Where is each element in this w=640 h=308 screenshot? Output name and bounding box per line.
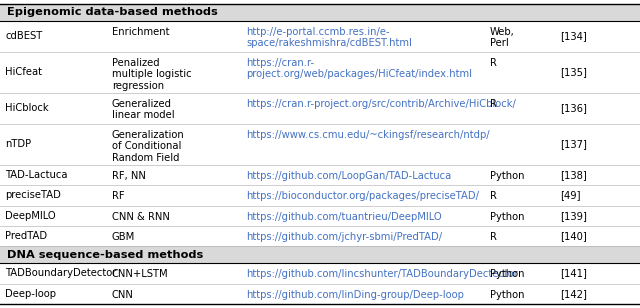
Text: GBM: GBM bbox=[112, 232, 135, 242]
Text: Generalized
linear model: Generalized linear model bbox=[112, 99, 175, 120]
Bar bbox=[0, 4, 640, 21]
Text: CNN & RNN: CNN & RNN bbox=[112, 212, 170, 222]
Text: Enrichment: Enrichment bbox=[112, 27, 170, 37]
Text: [139]: [139] bbox=[560, 211, 587, 221]
Text: RF: RF bbox=[112, 191, 125, 201]
Text: https://bioconductor.org/packages/preciseTAD/: https://bioconductor.org/packages/precis… bbox=[246, 191, 479, 201]
Text: TAD-Lactuca: TAD-Lactuca bbox=[5, 170, 68, 180]
Text: Epigenomic data-based methods: Epigenomic data-based methods bbox=[7, 7, 218, 17]
Text: TADBoundaryDetector: TADBoundaryDetector bbox=[5, 268, 116, 278]
Text: DeepMILO: DeepMILO bbox=[5, 211, 56, 221]
Bar bbox=[0, 246, 640, 263]
Text: HiCfeat: HiCfeat bbox=[5, 67, 42, 77]
Text: Penalized
multiple logistic
regression: Penalized multiple logistic regression bbox=[112, 58, 191, 91]
Text: Python: Python bbox=[490, 171, 524, 181]
Text: Deep-loop: Deep-loop bbox=[5, 289, 56, 299]
Text: https://github.com/jchyr-sbmi/PredTAD/: https://github.com/jchyr-sbmi/PredTAD/ bbox=[246, 232, 442, 242]
Text: Python: Python bbox=[490, 212, 524, 222]
Text: https://github.com/LoopGan/TAD-Lactuca: https://github.com/LoopGan/TAD-Lactuca bbox=[246, 171, 452, 181]
Text: [140]: [140] bbox=[560, 231, 587, 241]
Text: Generalization
of Conditional
Random Field: Generalization of Conditional Random Fie… bbox=[112, 130, 185, 163]
Text: R: R bbox=[490, 191, 497, 201]
Text: [137]: [137] bbox=[560, 139, 587, 149]
Text: [141]: [141] bbox=[560, 268, 587, 278]
Text: HiCblock: HiCblock bbox=[5, 103, 49, 113]
Text: http://e-portal.ccmb.res.in/e-
space/rakeshmishra/cdBEST.html: http://e-portal.ccmb.res.in/e- space/rak… bbox=[246, 27, 412, 48]
Text: [138]: [138] bbox=[560, 170, 587, 180]
Text: [49]: [49] bbox=[560, 190, 580, 201]
Text: [142]: [142] bbox=[560, 289, 587, 299]
Text: R: R bbox=[490, 232, 497, 242]
Text: cdBEST: cdBEST bbox=[5, 31, 42, 41]
Text: PredTAD: PredTAD bbox=[5, 231, 47, 241]
Text: [135]: [135] bbox=[560, 67, 587, 77]
Text: Web,
Perl: Web, Perl bbox=[490, 27, 515, 48]
Text: https://github.com/linDing-group/Deep-loop: https://github.com/linDing-group/Deep-lo… bbox=[246, 290, 464, 300]
Text: https://www.cs.cmu.edu/~ckingsf/research/ntdp/: https://www.cs.cmu.edu/~ckingsf/research… bbox=[246, 130, 490, 140]
Text: Python: Python bbox=[490, 269, 524, 279]
Text: RF, NN: RF, NN bbox=[112, 171, 146, 181]
Text: https://github.com/tuantrieu/DeepMILO: https://github.com/tuantrieu/DeepMILO bbox=[246, 212, 442, 222]
Text: https://cran.r-
project.org/web/packages/HiCfeat/index.html: https://cran.r- project.org/web/packages… bbox=[246, 58, 472, 79]
Text: DNA sequence-based methods: DNA sequence-based methods bbox=[7, 250, 204, 260]
Text: R: R bbox=[490, 99, 497, 109]
Text: R: R bbox=[490, 58, 497, 67]
Text: preciseTAD: preciseTAD bbox=[5, 190, 61, 201]
Text: nTDP: nTDP bbox=[5, 139, 31, 149]
Text: https://cran.r-project.org/src/contrib/Archive/HiCblock/: https://cran.r-project.org/src/contrib/A… bbox=[246, 99, 516, 109]
Text: CNN: CNN bbox=[112, 290, 134, 300]
Text: [136]: [136] bbox=[560, 103, 587, 113]
Text: CNN+LSTM: CNN+LSTM bbox=[112, 269, 168, 279]
Text: Python: Python bbox=[490, 290, 524, 300]
Text: [134]: [134] bbox=[560, 31, 587, 41]
Text: https://github.com/lincshunter/TADBoundaryDectector: https://github.com/lincshunter/TADBounda… bbox=[246, 269, 518, 279]
